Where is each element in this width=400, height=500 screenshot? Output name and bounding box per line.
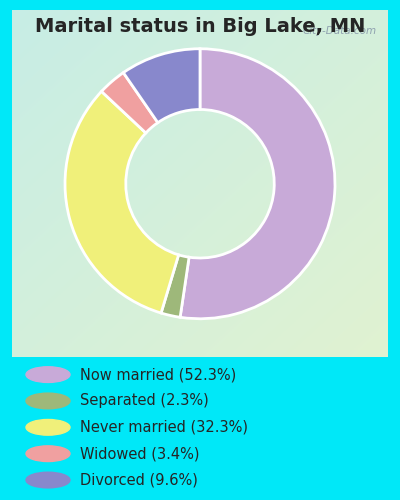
- Wedge shape: [180, 49, 335, 318]
- Circle shape: [26, 420, 70, 435]
- Wedge shape: [102, 72, 158, 133]
- Text: Now married (52.3%): Now married (52.3%): [80, 367, 236, 382]
- Text: Marital status in Big Lake, MN: Marital status in Big Lake, MN: [35, 18, 365, 36]
- Wedge shape: [123, 49, 200, 122]
- Text: Separated (2.3%): Separated (2.3%): [80, 394, 209, 408]
- Wedge shape: [65, 92, 178, 313]
- Circle shape: [26, 367, 70, 382]
- Circle shape: [26, 446, 70, 462]
- Circle shape: [26, 472, 70, 488]
- Text: Never married (32.3%): Never married (32.3%): [80, 420, 248, 435]
- Text: Divorced (9.6%): Divorced (9.6%): [80, 472, 198, 488]
- Circle shape: [26, 393, 70, 409]
- Wedge shape: [161, 255, 189, 318]
- Text: City-Data.com: City-Data.com: [302, 26, 377, 36]
- Text: Widowed (3.4%): Widowed (3.4%): [80, 446, 200, 461]
